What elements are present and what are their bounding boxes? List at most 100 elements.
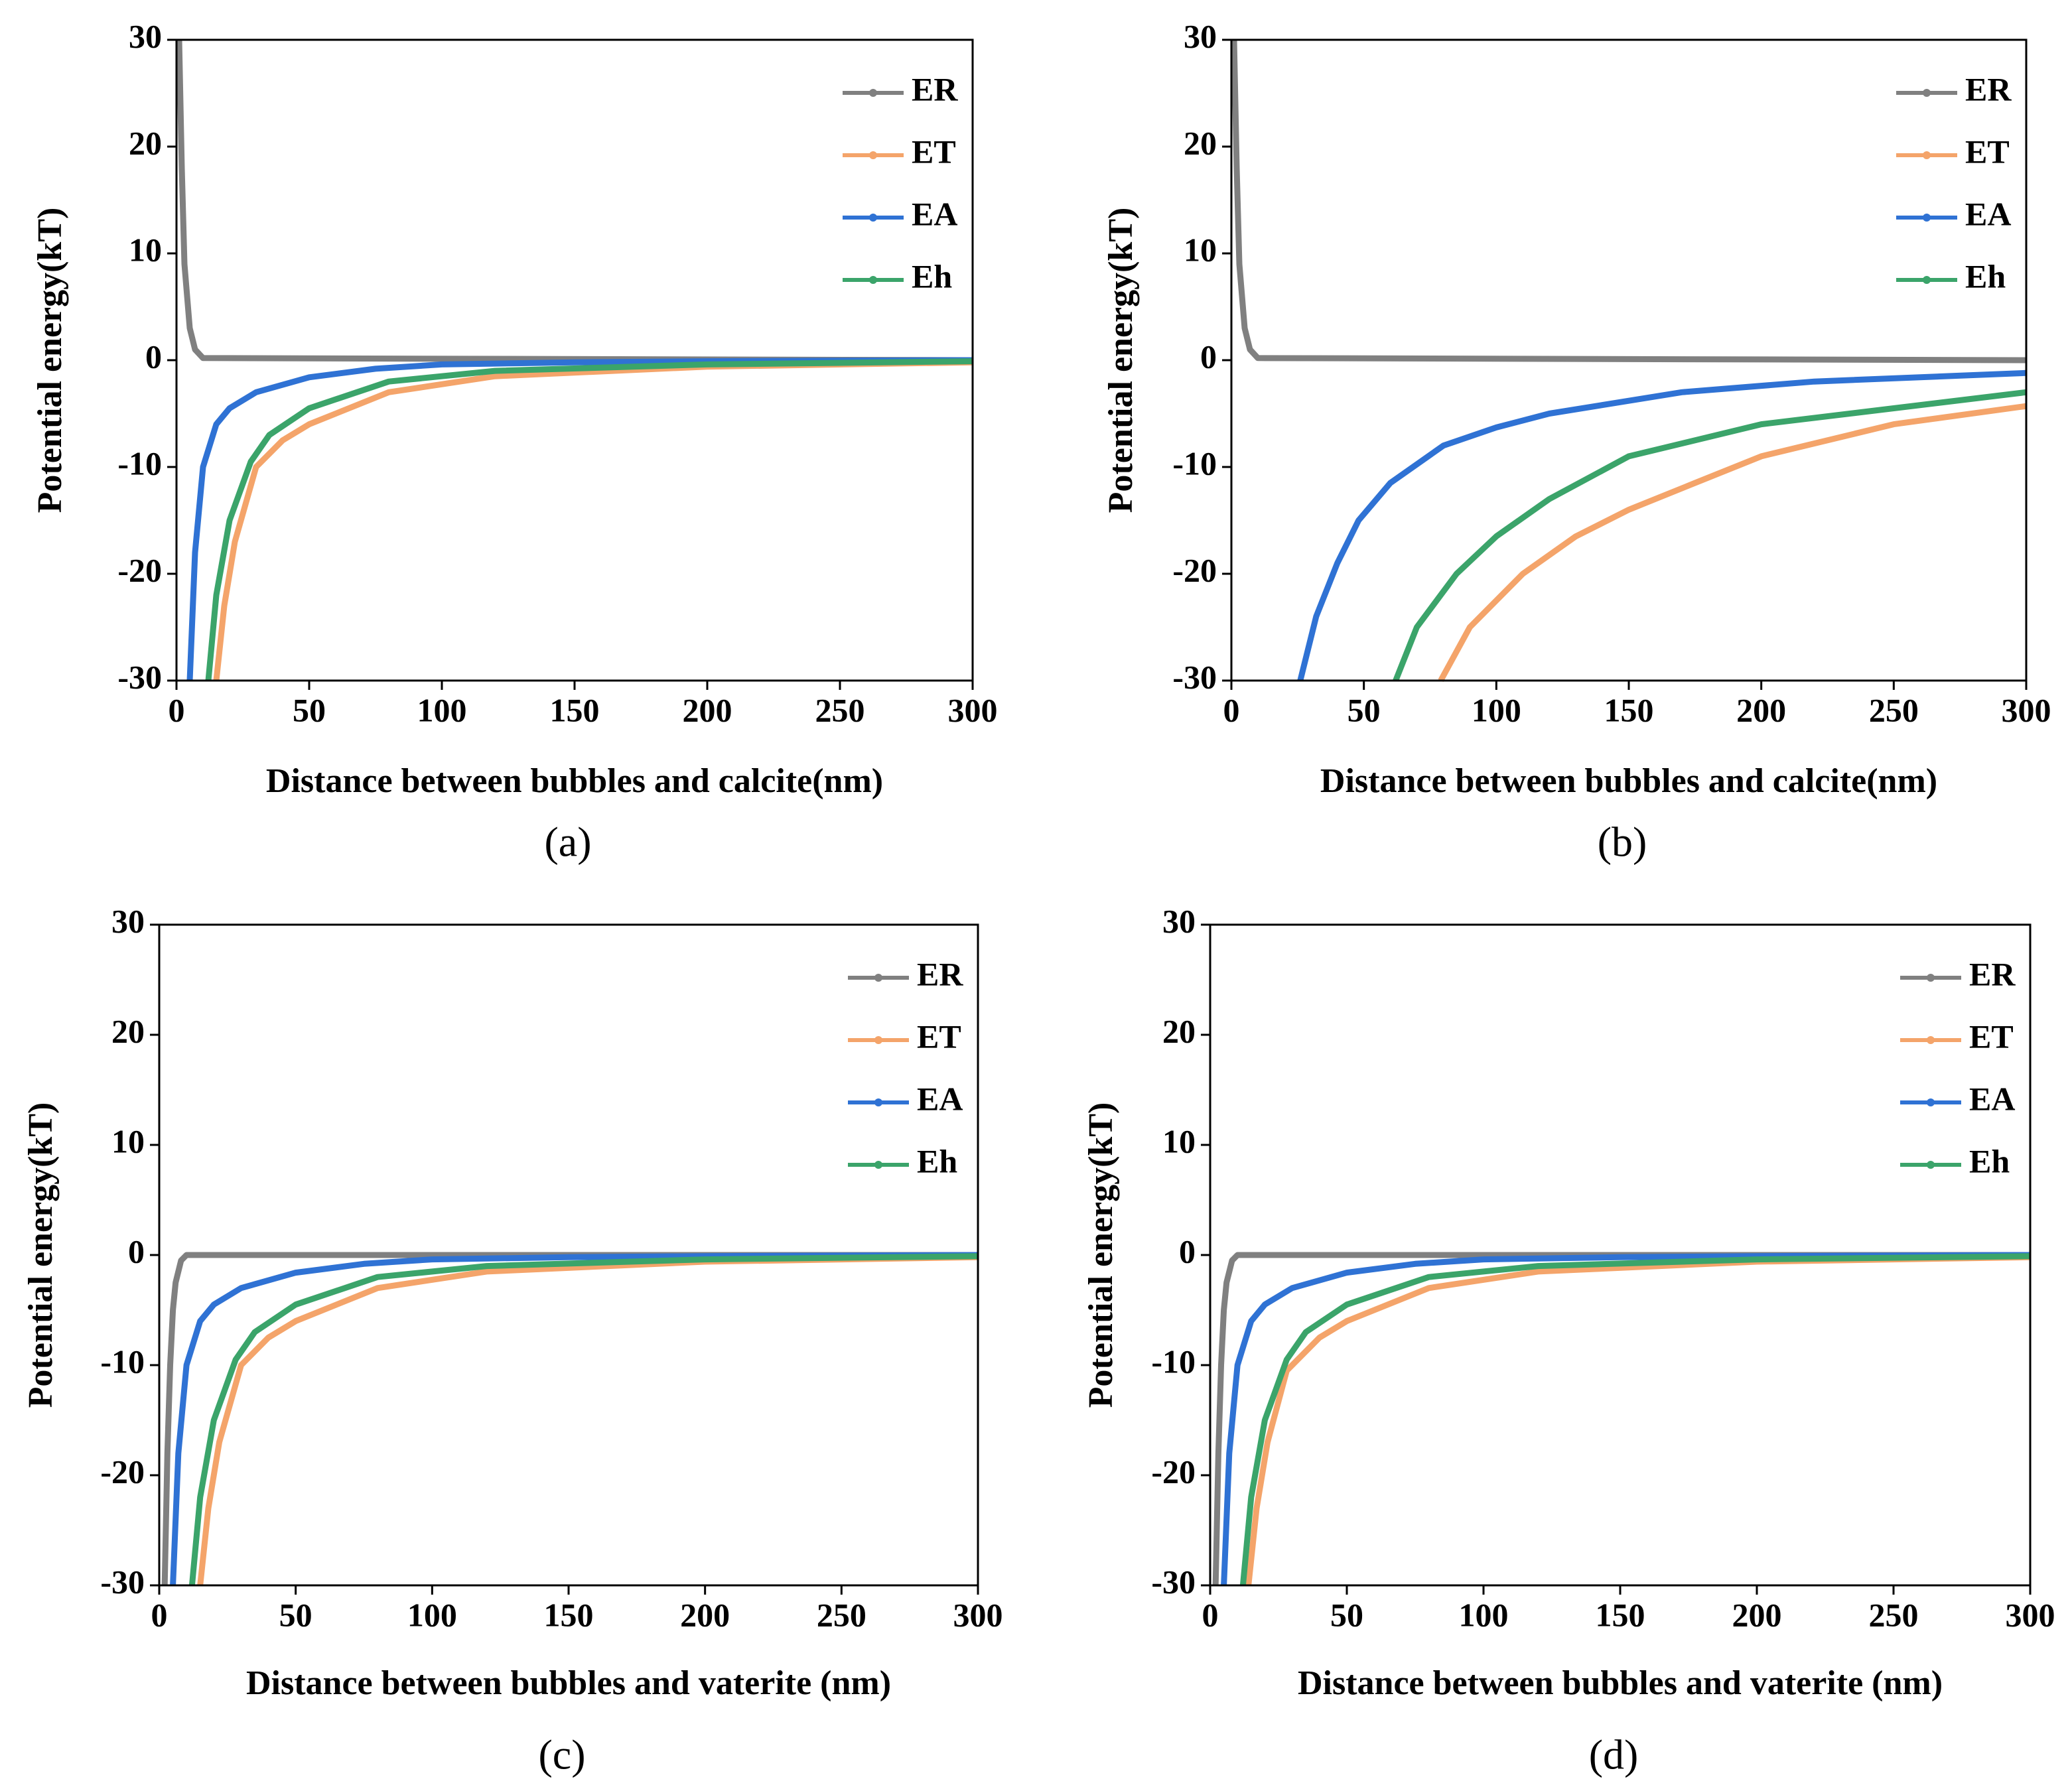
series-line (1231, 39, 2026, 364)
series-line (1221, 1252, 2030, 1586)
legend-marker (1927, 974, 1935, 982)
y-tick-label: -10 (1172, 444, 1217, 482)
y-tick-label: -20 (117, 551, 162, 588)
legend-marker (1927, 1098, 1935, 1106)
series-line (205, 358, 973, 681)
legend-marker (1923, 214, 1931, 222)
legend-label: Eh (912, 257, 952, 295)
plot-area (176, 39, 973, 681)
y-tick-label: 30 (1162, 902, 1196, 939)
legend-marker (1927, 1036, 1935, 1044)
x-axis-label: Distance between bubbles and vaterite (n… (1298, 1664, 1943, 1702)
x-tick-label: 150 (1596, 1596, 1645, 1633)
x-tick-label: 50 (279, 1596, 312, 1633)
legend-marker (874, 974, 882, 982)
legend-marker (1923, 276, 1931, 284)
x-tick-label: 50 (1330, 1596, 1363, 1633)
legend-label: ET (912, 133, 956, 170)
legend-marker (869, 151, 877, 159)
y-tick-label: -30 (117, 658, 162, 695)
panel: 0 50 100 150 200 250 300 -30 -20 -10 0 10 20 30 Distan… (1082, 902, 2055, 1778)
y-tick-label: -10 (1151, 1343, 1196, 1380)
y-tick-label: -10 (117, 444, 162, 482)
caption: (a) (544, 819, 591, 866)
y-tick-label: 0 (1179, 1232, 1196, 1270)
series-line (213, 359, 973, 681)
x-tick-label: 100 (1459, 1596, 1509, 1633)
legend-marker (869, 214, 877, 222)
legend-marker (1923, 89, 1931, 97)
legend-marker (1923, 151, 1931, 159)
y-tick-label: 0 (128, 1232, 145, 1270)
x-tick-label: 150 (544, 1596, 594, 1633)
legend-label: ER (917, 955, 963, 992)
x-tick-label: 250 (1869, 1596, 1919, 1633)
x-tick-label: 200 (1736, 691, 1786, 728)
y-tick-label: 20 (1184, 124, 1217, 161)
x-tick-label: 250 (817, 1596, 866, 1633)
y-axis-label: Potential energy(kT) (1082, 1102, 1120, 1408)
x-tick-label: 100 (417, 691, 467, 728)
x-tick-label: 300 (948, 691, 998, 728)
y-tick-label: -30 (1151, 1563, 1196, 1600)
y-tick-label: 10 (1162, 1122, 1196, 1159)
legend-marker (869, 276, 877, 284)
y-tick-label: 30 (1184, 17, 1217, 54)
y-tick-label: 30 (129, 17, 162, 54)
legend-label: Eh (1969, 1142, 2010, 1179)
legend-marker (869, 89, 877, 97)
y-tick-label: 20 (129, 124, 162, 161)
series-line (186, 357, 973, 681)
x-tick-label: 300 (953, 1596, 1003, 1633)
x-tick-label: 150 (1604, 691, 1654, 728)
series-line (170, 1252, 978, 1586)
legend-label: EA (912, 195, 957, 232)
x-tick-label: 150 (550, 691, 600, 728)
y-tick-label: 20 (1162, 1012, 1196, 1049)
legend-label: EA (1965, 195, 2011, 232)
caption: (c) (538, 1731, 585, 1778)
x-tick-label: 300 (2006, 1596, 2055, 1633)
x-tick-label: 250 (815, 691, 865, 728)
x-tick-label: 50 (293, 691, 326, 728)
y-tick-label: -10 (100, 1343, 145, 1380)
legend-label: ER (1965, 70, 2012, 107)
series-line (197, 1254, 978, 1586)
y-tick-label: 10 (111, 1122, 145, 1159)
y-axis-label: Potential energy(kT) (1102, 208, 1140, 513)
legend-label: ET (917, 1018, 961, 1055)
legend-label: ET (1965, 133, 2010, 170)
x-tick-label: 0 (151, 1596, 168, 1633)
y-tick-label: 20 (111, 1012, 145, 1049)
series-line (161, 1252, 978, 1586)
x-axis-label: Distance between bubbles and vaterite (n… (246, 1664, 891, 1702)
y-axis-label: Potential energy(kT) (31, 208, 69, 513)
legend-label: EA (917, 1080, 963, 1117)
x-tick-label: 0 (1223, 691, 1240, 728)
x-tick-label: 100 (407, 1596, 457, 1633)
series-line (188, 1253, 978, 1586)
y-tick-label: 30 (111, 902, 145, 939)
series-line (1393, 389, 2026, 682)
plot-area (161, 1252, 978, 1586)
series-line (1297, 369, 2026, 682)
panel: 0 50 100 150 200 250 300 -30 -20 -10 0 10 20 30 Distan… (31, 17, 998, 865)
x-tick-label: 100 (1472, 691, 1521, 728)
plot-area (1231, 39, 2026, 683)
x-tick-label: 50 (1347, 691, 1381, 728)
series-line (1239, 1253, 2030, 1586)
panel: 0 50 100 150 200 250 300 -30 -20 -10 0 10 20 30 Distan… (1102, 17, 2051, 865)
series-line (1438, 403, 2026, 683)
caption: (b) (1598, 819, 1647, 866)
x-tick-label: 250 (1869, 691, 1919, 728)
x-tick-label: 0 (169, 691, 185, 728)
legend-marker (874, 1098, 882, 1106)
legend-label: ER (1969, 955, 2016, 992)
legend-label: ET (1969, 1018, 2014, 1055)
series-line (1245, 1254, 2030, 1586)
legend-label: Eh (1965, 257, 2006, 295)
y-tick-label: -30 (100, 1563, 145, 1600)
x-axis-label: Distance between bubbles and calcite(nm) (1320, 762, 1937, 800)
x-tick-label: 300 (2002, 691, 2051, 728)
